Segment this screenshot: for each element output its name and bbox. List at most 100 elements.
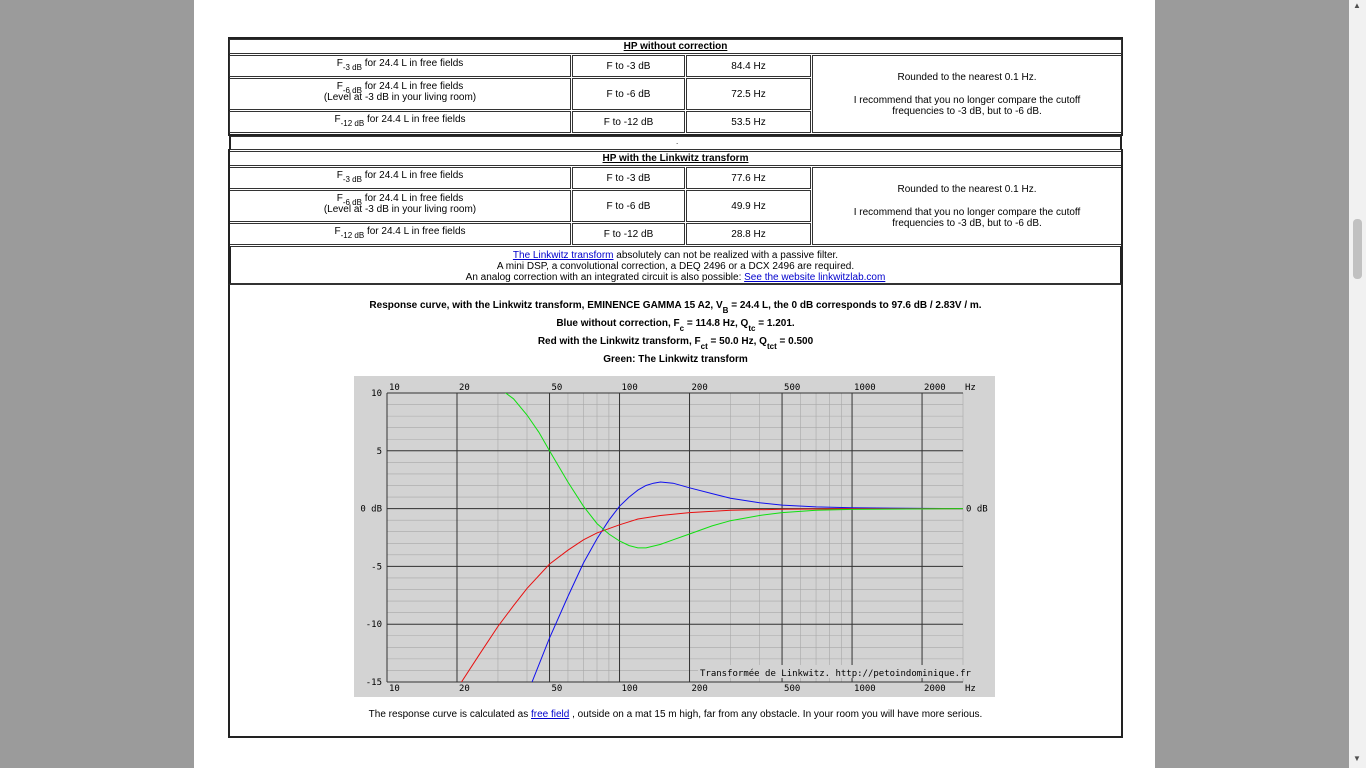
f-desc: for 24.4 L in free fields [366, 114, 466, 125]
caption3-a: Red with the Linkwitz transform, F [537, 336, 701, 347]
watermark-text: Transformée de Linkwitz. http://petoindo… [700, 668, 972, 679]
caption-line3: Red with the Linkwitz transform, Fct = 5… [230, 336, 1121, 351]
f-symbol: F [336, 81, 343, 92]
red-curve [460, 508, 963, 682]
y-right-label: 0 dB [966, 505, 988, 515]
f-subscript: -3 dB [342, 63, 362, 72]
linkwitz-note: The Linkwitz transform absolutely can no… [229, 246, 1122, 284]
x-tick-label-bottom: 20 [459, 684, 470, 694]
x-unit-top: Hz [965, 383, 976, 393]
separator-dot: . [676, 137, 679, 146]
f-desc: for 24.4 L in free fields [366, 226, 466, 237]
vertical-scrollbar[interactable]: ▲ ▼ [1349, 0, 1366, 768]
free-field-link[interactable]: free field [530, 709, 570, 720]
table2-row3-label: F to -12 dB [572, 223, 685, 245]
caption2-sub1: c [679, 324, 685, 333]
x-tick-label-top: 500 [784, 383, 800, 393]
x-tick-label-bottom: 100 [622, 684, 638, 694]
linkwitz-line1: absolutely can not be realized with a pa… [613, 250, 839, 261]
linkwitz-transform-link[interactable]: The Linkwitz transform [512, 250, 614, 261]
table2-row2-desc: F-6 dB for 24.4 L in free fields (Level a… [229, 190, 571, 222]
f-desc: for 24.4 L in free fields [364, 58, 464, 69]
f-symbol: F [336, 170, 343, 181]
table2-row1-desc: F-3 dB for 24.4 L in free fields [229, 167, 571, 189]
caption2-b: = 114.8 Hz, Q [684, 318, 749, 329]
x-tick-label-bottom: 10 [389, 684, 400, 694]
f-symbol: F [334, 226, 341, 237]
footer-post: , outside on a mat 15 m high, far from a… [569, 709, 983, 720]
watermark-bg [698, 665, 983, 678]
x-unit-bottom: Hz [965, 684, 976, 694]
y-tick-label: -5 [371, 562, 382, 572]
y-tick-label: 0 dB [360, 505, 382, 515]
table2-row1-value: 77.6 Hz [686, 167, 811, 189]
caption1-sub: B [722, 306, 729, 315]
x-tick-label-bottom: 50 [552, 684, 563, 694]
f-symbol: F [336, 193, 343, 204]
f-desc: for 24.4 L in free fields [364, 193, 464, 204]
table2-row2-value: 49.9 Hz [686, 190, 811, 222]
scroll-up-arrow-icon[interactable]: ▲ [1353, 1, 1361, 10]
table2-row3-desc: F-12 dB for 24.4 L in free fields [229, 223, 571, 245]
caption-line4: Green: The Linkwitz transform [603, 354, 748, 365]
f-subscript: -3 dB [342, 175, 362, 184]
caption2-sub2: tc [748, 324, 756, 333]
f-extra: (Level at -3 dB in your living room) [323, 204, 477, 215]
x-tick-label-top: 100 [622, 383, 638, 393]
linkwitz-line3: An analog correction with an integrated … [465, 272, 745, 283]
blue-curve [531, 481, 963, 682]
caption1-b: = 24.4 L, the 0 dB corresponds to 97.6 d… [728, 300, 982, 311]
linkwitz-line2: A mini DSP, a convolutional correction, … [496, 261, 855, 272]
caption1-a: Response curve, with the Linkwitz transf… [369, 300, 723, 311]
x-tick-label-bottom: 200 [692, 684, 708, 694]
x-tick-label-bottom: 1000 [854, 684, 876, 694]
table1-row1-value: 84.4 Hz [686, 55, 811, 77]
table1-row3-desc: F-12 dB for 24.4 L in free fields [229, 111, 571, 133]
table1-row3-value: 53.5 Hz [686, 111, 811, 133]
table2-note-recommend: I recommend that you no longer compare t… [853, 207, 1081, 229]
x-tick-label-top: 50 [552, 383, 563, 393]
f-subscript: -12 dB [340, 119, 365, 128]
table1-note-rounding: Rounded to the nearest 0.1 Hz. [897, 72, 1037, 83]
caption3-c: = 0.500 [776, 336, 814, 347]
y-tick-label: -15 [366, 678, 382, 688]
x-tick-label-top: 2000 [924, 383, 946, 393]
table1-row2-label: F to -6 dB [572, 78, 685, 110]
table1-note-recommend: I recommend that you no longer compare t… [853, 95, 1081, 117]
footer-pre: The response curve is calculated as [368, 709, 531, 720]
y-tick-label: 10 [371, 389, 382, 399]
caption3-sub1: ct [700, 342, 708, 351]
y-tick-label: 5 [377, 447, 382, 457]
table2-row3-value: 28.8 Hz [686, 223, 811, 245]
caption-line2: Blue without correction, Fc = 114.8 Hz, … [230, 318, 1121, 333]
f-subscript: -12 dB [340, 231, 365, 240]
scroll-thumb[interactable] [1353, 219, 1362, 279]
table1-row3-label: F to -12 dB [572, 111, 685, 133]
x-tick-label-top: 10 [389, 383, 400, 393]
scroll-down-arrow-icon[interactable]: ▼ [1353, 754, 1361, 763]
table1-title: HP without correction [229, 39, 1122, 54]
table2-notes: Rounded to the nearest 0.1 Hz. I recomme… [812, 167, 1122, 245]
table2-row2-label: F to -6 dB [572, 190, 685, 222]
linkwitzlab-link[interactable]: See the website linkwitzlab.com [744, 272, 886, 283]
f-desc: for 24.4 L in free fields [364, 170, 464, 181]
table1-row1-label: F to -3 dB [572, 55, 685, 77]
footer-note: The response curve is calculated as free… [228, 709, 1123, 720]
response-chart: 10 10 20 20 50 50 100 100 200 200 500 500 1000 1000 20… [354, 376, 995, 697]
caption2-c: = 1.201. [755, 318, 795, 329]
y-tick-label: -10 [366, 620, 382, 630]
f-subscript: -6 dB [342, 86, 362, 95]
f-desc: for 24.4 L in free fields [364, 81, 464, 92]
response-curve-section: Response curve, with the Linkwitz transf… [228, 284, 1123, 738]
caption2-a: Blue without correction, F [556, 318, 680, 329]
f-symbol: F [334, 114, 341, 125]
table1-notes: Rounded to the nearest 0.1 Hz. I recomme… [812, 55, 1122, 133]
table2-note-rounding: Rounded to the nearest 0.1 Hz. [897, 184, 1037, 195]
green-curve [504, 393, 963, 549]
x-tick-label-top: 20 [459, 383, 470, 393]
f-extra: (Level at -3 dB in your living room) [323, 92, 477, 103]
table2-row1-label: F to -3 dB [572, 167, 685, 189]
x-tick-label-top: 1000 [854, 383, 876, 393]
x-tick-label-bottom: 500 [784, 684, 800, 694]
caption-line1: Response curve, with the Linkwitz transf… [230, 300, 1121, 315]
